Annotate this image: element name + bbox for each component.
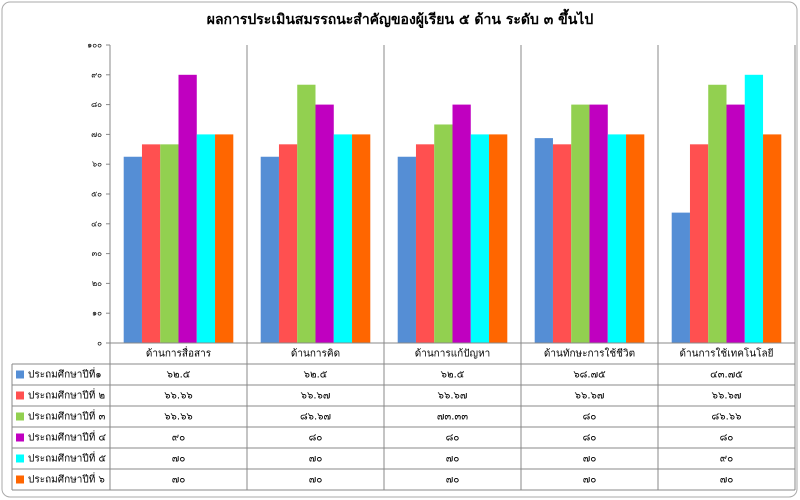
table-value: ๖๒.๕ [441,370,465,381]
bar [297,84,316,344]
table-value: ๖๖.๖๗ [301,391,331,402]
y-tick-label: ๕๐ [91,190,102,199]
bar [278,144,298,343]
legend-label: ประถมศึกษาปีที่ ๔ [28,430,106,444]
y-tick-label: ๓๐ [92,249,102,258]
table-value: ๔๓.๗๕ [710,370,743,381]
chart-title: ผลการประเมินสมรรถนะสำคัญของผู้เรียน ๕ ด้… [207,8,594,28]
table-value: ๗๐ [309,454,323,465]
legend-label: ประถมศึกษาปีที่๑ [28,367,102,381]
x-tick-label: ด้านการแก้ปัญหา [415,348,491,360]
table-value: ๘๐ [309,433,323,444]
x-tick-label: ด้านการใช้เทคโนโลยี [680,347,774,360]
table-value: ๖๒.๕ [167,370,191,381]
y-tick-label: ๖๐ [92,160,102,169]
table-value: ๖๖.๖๖ [164,412,193,423]
table-value: ๗๓.๓๓ [437,412,468,423]
bar [726,104,745,343]
x-tick-label: ด้านการสื่อสาร [146,346,212,360]
table-value: ๗๐ [172,454,186,465]
bar [333,134,353,343]
bar [452,104,471,343]
bar [708,84,727,343]
bar [123,156,142,343]
bar [763,134,782,343]
table-value: ๙๐ [720,454,733,465]
bar [671,212,690,343]
bar [215,134,234,343]
table-value: ๙๐ [172,433,185,444]
y-tick-label: ๒๐ [92,279,102,288]
y-tick-label: ๑๐ [92,309,102,318]
bar [352,134,371,343]
legend-label: ประถมศึกษาปีที่ ๒ [28,388,105,402]
bar [607,134,627,343]
legend-swatch [16,412,24,421]
bar [534,138,553,343]
table-value: ๗๐ [720,475,734,486]
table-value: ๘๖.๖๖ [712,412,742,423]
legend-swatch [16,391,24,400]
y-tick-label: ๗๐ [91,130,102,139]
bar [626,134,645,343]
legend-swatch [16,475,24,484]
bar [415,144,435,343]
legend-swatch [16,433,24,442]
y-tick-label: ๔๐ [91,219,102,228]
legend-label: ประถมศึกษาปีที่ ๓ [28,409,105,423]
bar [178,74,197,344]
table-value: ๖๘.๗๕ [573,370,606,381]
bar [552,144,572,343]
bar [397,156,416,343]
table-value: ๗๐ [309,475,323,486]
y-tick-label: ๐ [97,339,102,348]
bar [160,144,179,343]
table-value: ๖๖.๖๗ [712,391,742,402]
y-tick-label: ๑๐๐ [87,41,102,50]
table-value: ๘๐ [720,433,734,444]
bar [589,104,608,343]
bar [260,156,279,343]
table-value: ๗๐ [446,454,460,465]
bar [434,124,453,344]
bar [744,74,764,344]
table-value: ๖๖.๖๗ [438,391,468,402]
table-value: ๗๐ [446,475,460,486]
table-value: ๗๐ [583,454,597,465]
x-tick-label: ด้านทักษะการใช้ชีวิต [544,348,635,360]
legend-label: ประถมศึกษาปีที่ ๕ [28,451,106,465]
table-value: ๖๖.๖๖ [164,391,193,402]
table-value: ๗๐ [172,475,186,486]
bar [571,104,590,343]
y-tick-label: ๙๐ [91,70,102,79]
table-value: ๘๐ [583,412,597,423]
table-value: ๖๖.๖๗ [575,391,605,402]
bar [141,144,161,343]
table-value: ๘๐ [583,433,597,444]
legend-swatch [16,454,24,463]
table-value: ๗๐ [583,475,597,486]
table-value: ๘๖.๖๗ [300,412,331,423]
legend-swatch [16,370,24,379]
table-value: ๘๐ [446,433,460,444]
legend-label: ประถมศึกษาปีที่ ๖ [28,472,105,486]
bar [489,134,508,343]
x-tick-label: ด้านการคิด [291,348,340,360]
bar [470,134,490,343]
bar [196,134,216,343]
bar [315,104,334,343]
table-value: ๖๒.๕ [304,370,328,381]
bar [689,144,709,343]
y-tick-label: ๘๐ [91,100,102,109]
